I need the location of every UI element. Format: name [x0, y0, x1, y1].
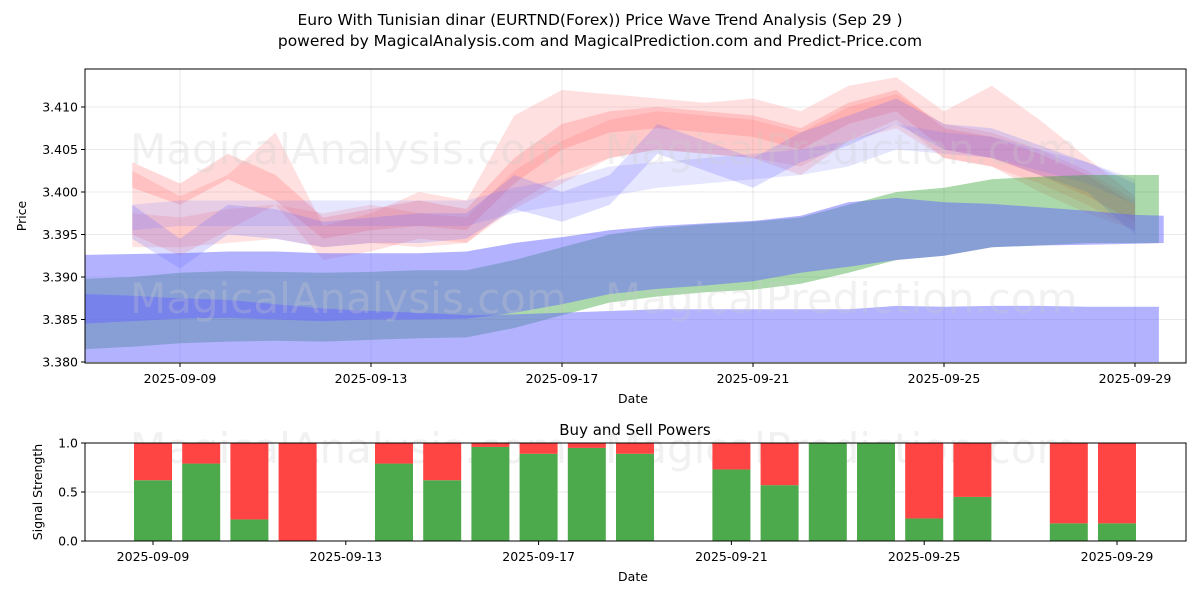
- sell-bar: [953, 443, 992, 497]
- signal-x-tick-label: 2025-09-17: [502, 549, 575, 564]
- signal-x-tick-label: 2025-09-29: [1081, 549, 1154, 564]
- sell-bar: [1049, 443, 1088, 524]
- chart-subtitle: powered by MagicalAnalysis.com and Magic…: [277, 32, 923, 50]
- price-y-tick-label: 3.385: [42, 312, 78, 327]
- signal-y-tick-label: 0.0: [58, 534, 78, 549]
- sell-bar: [760, 443, 799, 486]
- price-y-tick-label: 3.395: [42, 227, 78, 242]
- price-y-axis: 3.380 3.385 3.390 3.395 3.400 3.405 3.410: [42, 100, 85, 370]
- watermark-analysis-mid: MagicalAnalysis.com: [130, 274, 567, 323]
- signal-x-axis: 2025-09-09 2025-09-13 2025-09-17 2025-09-21…: [117, 541, 1154, 564]
- buy-bar: [1098, 523, 1136, 541]
- sell-bar: [134, 443, 172, 481]
- price-y-tick-label: 3.400: [42, 185, 78, 200]
- sell-bar: [905, 443, 944, 519]
- buy-bar: [953, 496, 992, 541]
- watermark-analysis-top: MagicalAnalysis.com: [130, 125, 567, 174]
- buy-bar: [423, 480, 462, 541]
- price-y-axis-label: Price: [14, 200, 29, 231]
- buy-bar: [471, 446, 510, 541]
- watermark-prediction-mid: MagicalPrediction.com: [605, 274, 1078, 323]
- price-y-tick-label: 3.410: [42, 100, 78, 115]
- sell-bar: [278, 443, 317, 541]
- sell-bar: [712, 443, 751, 470]
- signal-bars: [134, 443, 1136, 541]
- price-x-axis-label: Date: [618, 391, 648, 406]
- price-x-tick-label: 2025-09-17: [526, 371, 599, 386]
- signal-x-tick-label: 2025-09-25: [888, 549, 961, 564]
- signal-x-axis-label: Date: [618, 569, 648, 584]
- buy-bar: [182, 463, 221, 541]
- buy-bar: [712, 469, 751, 541]
- price-x-tick-label: 2025-09-13: [335, 371, 408, 386]
- signal-x-tick-label: 2025-09-09: [117, 549, 190, 564]
- signal-y-axis: 0.0 0.5 1.0: [58, 436, 85, 549]
- band-wave-red-1: [132, 90, 1136, 239]
- buy-bar: [1049, 523, 1088, 541]
- sell-bar: [616, 443, 654, 454]
- signal-y-axis-label: Signal Strength: [30, 444, 45, 540]
- band-wave-blue-1: [132, 98, 1136, 269]
- band-wave-blue-2: [132, 124, 1136, 231]
- sell-bar: [423, 443, 462, 481]
- buy-bar: [808, 443, 847, 541]
- buy-bar: [230, 519, 269, 541]
- buy-bar: [905, 518, 944, 541]
- buy-bar: [857, 443, 895, 541]
- price-plot-frame: [84, 68, 1187, 364]
- buy-bar: [375, 463, 413, 541]
- band-trend-blue-lower: [84, 294, 1159, 362]
- price-x-tick-label: 2025-09-25: [908, 371, 981, 386]
- sell-bar: [471, 443, 510, 447]
- buy-bar: [134, 480, 172, 541]
- watermark-prediction-top: MagicalPrediction.com: [605, 125, 1078, 174]
- sell-bar: [230, 443, 269, 520]
- signal-y-tick-label: 1.0: [58, 436, 78, 451]
- buy-bar: [567, 447, 606, 541]
- price-x-tick-label: 2025-09-21: [717, 371, 790, 386]
- signal-y-tick-label: 0.5: [58, 485, 78, 500]
- price-x-axis: 2025-09-09 2025-09-13 2025-09-17 2025-09-21…: [144, 363, 1172, 386]
- buy-bar: [519, 453, 558, 541]
- sell-bar: [182, 443, 221, 464]
- sell-bar: [1098, 443, 1136, 524]
- band-wave-red-3: [132, 94, 1136, 248]
- price-y-tick-label: 3.405: [42, 142, 78, 157]
- band-wave-red-2: [132, 77, 1136, 260]
- signal-x-tick-label: 2025-09-21: [695, 549, 768, 564]
- sell-bar: [375, 443, 413, 464]
- price-y-tick-label: 3.380: [42, 355, 78, 370]
- price-bands: [84, 77, 1164, 362]
- band-trend-blue-upper: [84, 197, 1164, 324]
- price-x-tick-label: 2025-09-29: [1099, 371, 1172, 386]
- sell-bar: [519, 443, 558, 454]
- buy-bar: [616, 453, 654, 541]
- signal-chart-title: Buy and Sell Powers: [559, 421, 711, 439]
- chart-title: Euro With Tunisian dinar (EURTND(Forex))…: [297, 11, 903, 29]
- price-x-tick-label: 2025-09-09: [144, 371, 217, 386]
- signal-x-tick-label: 2025-09-13: [309, 549, 382, 564]
- buy-bar: [760, 485, 799, 541]
- sell-bar: [567, 443, 606, 448]
- price-y-tick-label: 3.390: [42, 270, 78, 285]
